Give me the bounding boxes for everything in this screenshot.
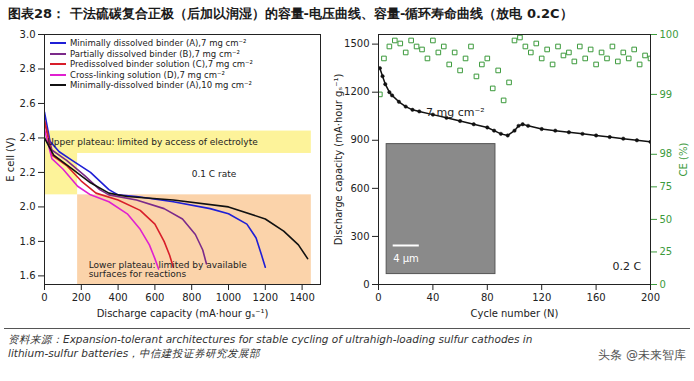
svg-text:7 mg cm⁻²: 7 mg cm⁻² [426,106,485,119]
svg-text:0: 0 [41,292,47,303]
svg-text:2.8: 2.8 [20,63,36,74]
svg-text:99: 99 [660,89,673,100]
svg-text:0: 0 [375,292,381,303]
html-text:头条 @未来智库: 头条 @未来智库 [598,348,686,362]
svg-text:25: 25 [660,246,673,257]
svg-text:Lower plateau: limited by avai: Lower plateau: limited by availablesurfa… [89,260,248,279]
svg-text:50: 50 [660,214,673,225]
svg-text:80: 80 [481,292,494,303]
svg-text:Upper plateau: limited by acce: Upper plateau: limited by access of elec… [47,137,258,147]
svg-text:600: 600 [145,292,164,303]
html-text:Predissolved binder solution (: Predissolved binder solution (C),7 mg cm… [70,59,253,69]
svg-text:1.8: 1.8 [20,236,36,247]
svg-text:2.6: 2.6 [20,98,36,109]
svg-text:1.6: 1.6 [20,270,36,281]
svg-text:120: 120 [532,292,551,303]
svg-text:4 μm: 4 μm [393,253,419,264]
svg-text:200: 200 [72,292,91,303]
svg-text:900: 900 [350,134,369,145]
svg-text:Discharge capacity (mA·hour gₛ: Discharge capacity (mA·hour gₛ⁻¹) [97,308,269,319]
html-text:图表28： 干法硫碳复合正极（后加以润湿）的容量-电压曲线、: 图表28： 干法硫碳复合正极（后加以润湿）的容量-电压曲线、容量-循环寿命曲线（… [8,6,573,21]
svg-text:2.2: 2.2 [20,167,36,178]
svg-text:0: 0 [660,279,666,290]
svg-text:600: 600 [350,183,369,194]
svg-text:1000: 1000 [216,292,241,303]
svg-text:0.1 C rate: 0.1 C rate [192,169,237,179]
svg-text:160: 160 [587,292,606,303]
svg-text:400: 400 [109,292,128,303]
svg-text:CE (%): CE (%) [678,143,689,177]
svg-text:1400: 1400 [289,292,314,303]
svg-text:2.4: 2.4 [20,132,36,143]
svg-text:800: 800 [182,292,201,303]
html-text:Minimally dissolved binder (A): Minimally dissolved binder (A),7 mg cm⁻² [70,38,247,48]
svg-text:1500: 1500 [344,38,369,49]
html-text:Cross-linking solution (D),7 m: Cross-linking solution (D),7 mg cm⁻² [70,69,225,80]
svg-text:1200: 1200 [344,86,369,97]
svg-text:75: 75 [660,181,673,192]
html-text:Minimally-dissolved binder (A): Minimally-dissolved binder (A),10 mg cm⁻… [70,80,252,90]
svg-text:E cell (V): E cell (V) [5,137,16,182]
svg-text:3.0: 3.0 [20,29,36,40]
svg-text:98: 98 [660,148,673,159]
html-text:资料来源：Expansion-tolerant archit: 资料来源：Expansion-tolerant architectures fo… [8,333,533,359]
svg-text:300: 300 [350,231,369,242]
svg-text:0: 0 [363,279,369,290]
svg-text:200: 200 [641,292,660,303]
svg-text:40: 40 [427,292,440,303]
svg-text:Discharge capacity (mA·hour gₛ: Discharge capacity (mA·hour gₛ⁻¹) [333,74,344,246]
html-text:Partially dissolved binder (B): Partially dissolved binder (B),7 mg cm⁻² [70,48,240,59]
svg-text:1200: 1200 [253,292,278,303]
svg-text:2.0: 2.0 [20,201,36,212]
svg-text:0.2 C: 0.2 C [612,260,641,273]
svg-text:100: 100 [660,29,679,40]
svg-text:Cycle number (N): Cycle number (N) [471,308,559,319]
